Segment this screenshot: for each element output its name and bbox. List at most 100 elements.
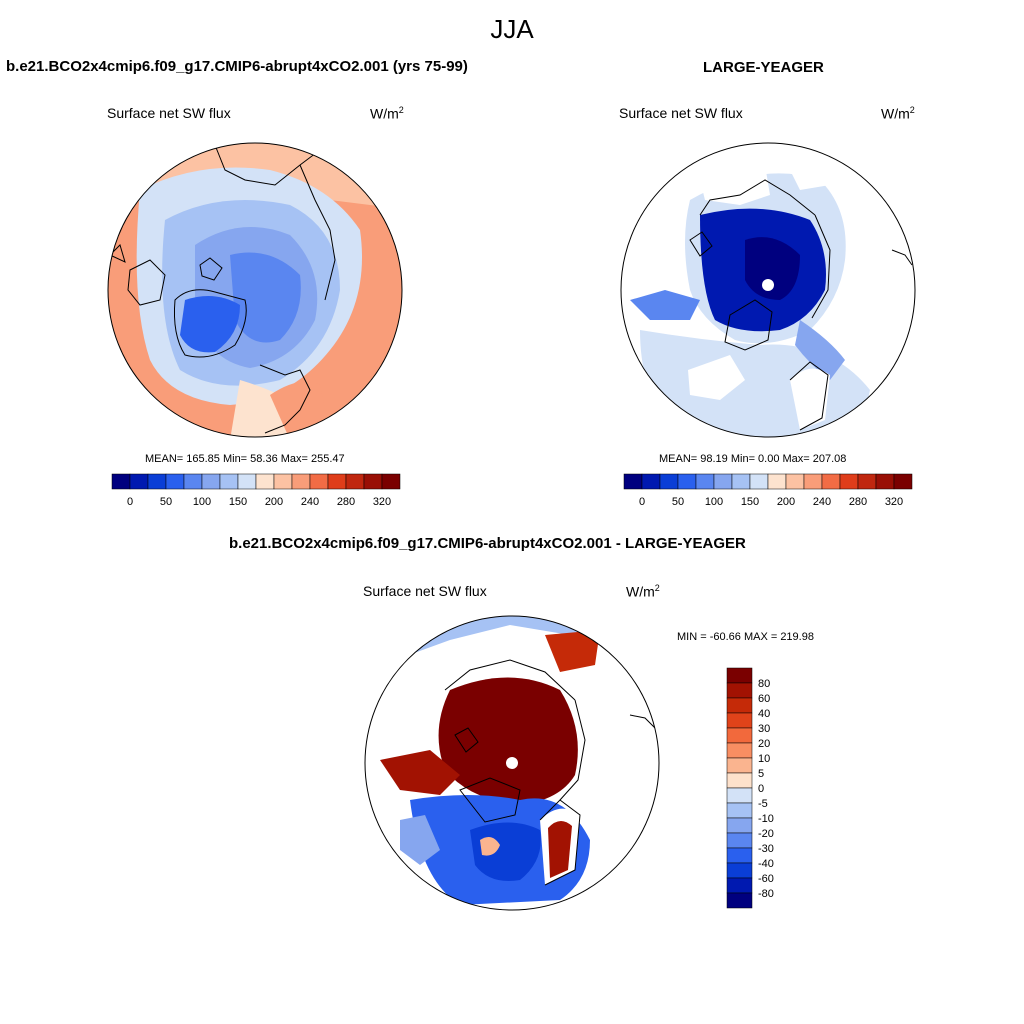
- colorbar-3-tick-label: -30: [758, 843, 774, 855]
- colorbar-1-swatch: [219, 473, 239, 490]
- colorbar-1-swatch: [273, 473, 293, 490]
- colorbar-3-tick-label: -80: [758, 888, 774, 900]
- colorbar-3-tick-label: 40: [758, 708, 770, 720]
- colorbar-1-tick-label: 200: [265, 496, 283, 508]
- colorbar-3-swatch: [726, 787, 753, 804]
- colorbar-2-tick-label: 280: [849, 496, 867, 508]
- colorbar-3-tick-label: 0: [758, 783, 764, 795]
- colorbar-3-swatch: [726, 862, 753, 879]
- colorbar-1-tick-label: 240: [301, 496, 319, 508]
- colorbar-3-tick-label: -5: [758, 798, 768, 810]
- colorbar-3-swatch: [726, 832, 753, 849]
- colorbar-2-swatch: [893, 473, 913, 490]
- map-panel-2: [620, 142, 916, 438]
- map-1-field: [108, 143, 402, 437]
- colorbar-3-swatch: [726, 742, 753, 759]
- colorbar-1-tick-label: 50: [160, 496, 172, 508]
- colorbar-1-swatch: [345, 473, 365, 490]
- colorbar-3-tick-label: -20: [758, 828, 774, 840]
- colorbar-1-tick-label: 320: [373, 496, 391, 508]
- panel-2-title: LARGE-YEAGER: [703, 59, 824, 76]
- colorbar-3-tick-label: 5: [758, 768, 764, 780]
- panel-3-title: b.e21.BCO2x4cmip6.f09_g17.CMIP6-abrupt4x…: [229, 535, 746, 552]
- panel-1-variable-label: Surface net SW flux: [107, 105, 231, 121]
- colorbar-1-swatch: [111, 473, 131, 490]
- colorbar-2: 0 50 100 150 200 240 280 320: [623, 473, 913, 508]
- colorbar-3-swatch: [726, 772, 753, 789]
- panel-1-units: W/m2: [370, 105, 404, 122]
- colorbar-2-swatch: [839, 473, 859, 490]
- colorbar-1-tick-label: 150: [229, 496, 247, 508]
- colorbar-2-swatch: [803, 473, 823, 490]
- colorbar-2-swatch: [785, 473, 805, 490]
- colorbar-1-swatch: [309, 473, 329, 490]
- colorbar-3-swatch: [726, 682, 753, 699]
- panel-3-variable-label: Surface net SW flux: [363, 583, 487, 599]
- colorbar-1-swatch: [291, 473, 311, 490]
- map-2-border: [620, 142, 916, 438]
- colorbar-2-swatch: [749, 473, 769, 490]
- map-3-field: [365, 616, 659, 910]
- colorbar-1-swatch: [201, 473, 221, 490]
- colorbar-1-swatch: [237, 473, 257, 490]
- colorbar-1-swatch: [363, 473, 383, 490]
- panel-1-stats: MEAN= 165.85 Min= 58.36 Max= 255.47: [145, 453, 345, 465]
- colorbar-3-swatch: [726, 712, 753, 729]
- colorbar-3-tick-label: 10: [758, 753, 770, 765]
- colorbar-2-tick-label: 50: [672, 496, 684, 508]
- colorbar-2-swatch: [821, 473, 841, 490]
- colorbar-1-swatch: [381, 473, 401, 490]
- colorbar-3-tick-label: -60: [758, 873, 774, 885]
- colorbar-1: 0 50 100 150 200 240 280 320: [111, 473, 401, 508]
- colorbar-2-swatch: [875, 473, 895, 490]
- colorbar-3-swatch: [726, 847, 753, 864]
- colorbar-2-tick-label: 200: [777, 496, 795, 508]
- colorbar-3-swatch: [726, 757, 753, 774]
- colorbar-3-swatch: [726, 697, 753, 714]
- colorbar-3-tick-label: -40: [758, 858, 774, 870]
- colorbar-2-swatch: [767, 473, 787, 490]
- colorbar-2-swatch: [695, 473, 715, 490]
- colorbar-2-swatch: [623, 473, 643, 490]
- colorbar-2-tick-label: 100: [705, 496, 723, 508]
- colorbar-2-swatch: [731, 473, 751, 490]
- colorbar-2-tick-label: 150: [741, 496, 759, 508]
- colorbar-3-swatch: [726, 817, 753, 834]
- colorbar-1-swatch: [183, 473, 203, 490]
- map-panel-1: [107, 142, 403, 438]
- colorbar-3-swatch: [726, 802, 753, 819]
- colorbar-1-tick-label: 280: [337, 496, 355, 508]
- colorbar-2-swatch: [713, 473, 733, 490]
- colorbar-1-swatch: [327, 473, 347, 490]
- colorbar-1-swatch: [165, 473, 185, 490]
- colorbar-2-swatch: [641, 473, 661, 490]
- colorbar-3-swatch: [726, 727, 753, 744]
- panel-3-stats: MIN = -60.66 MAX = 219.98: [677, 631, 814, 643]
- map-2-field: [621, 143, 915, 437]
- colorbar-3-tick-label: 20: [758, 738, 770, 750]
- colorbar-3-tick-label: 60: [758, 693, 770, 705]
- map-1-border: [107, 142, 403, 438]
- figure-title: JJA: [490, 14, 534, 44]
- panel-1-title: b.e21.BCO2x4cmip6.f09_g17.CMIP6-abrupt4x…: [6, 58, 468, 75]
- colorbar-3-tick-label: -10: [758, 813, 774, 825]
- colorbar-2-tick-label: 240: [813, 496, 831, 508]
- panel-2-units: W/m2: [881, 105, 915, 122]
- panel-2-stats: MEAN= 98.19 Min= 0.00 Max= 207.08: [659, 453, 847, 465]
- panel-2-variable-label: Surface net SW flux: [619, 105, 743, 121]
- map-3-border: [364, 615, 660, 911]
- colorbar-3-tick-label: 30: [758, 723, 770, 735]
- colorbar-3: 80 60 40 30 20 10 5 0 -5 -10 -20 -30 -40 -60 -80: [726, 667, 774, 909]
- colorbar-2-tick-label: 0: [639, 496, 645, 508]
- colorbar-2-swatch: [659, 473, 679, 490]
- colorbar-2-swatch: [677, 473, 697, 490]
- map-panel-3: [364, 615, 660, 911]
- colorbar-1-tick-label: 100: [193, 496, 211, 508]
- colorbar-3-swatch: [726, 892, 753, 909]
- colorbar-3-swatch: [726, 667, 753, 684]
- colorbar-1-swatch: [255, 473, 275, 490]
- colorbar-1-swatch: [147, 473, 167, 490]
- colorbar-2-tick-label: 320: [885, 496, 903, 508]
- colorbar-1-tick-label: 0: [127, 496, 133, 508]
